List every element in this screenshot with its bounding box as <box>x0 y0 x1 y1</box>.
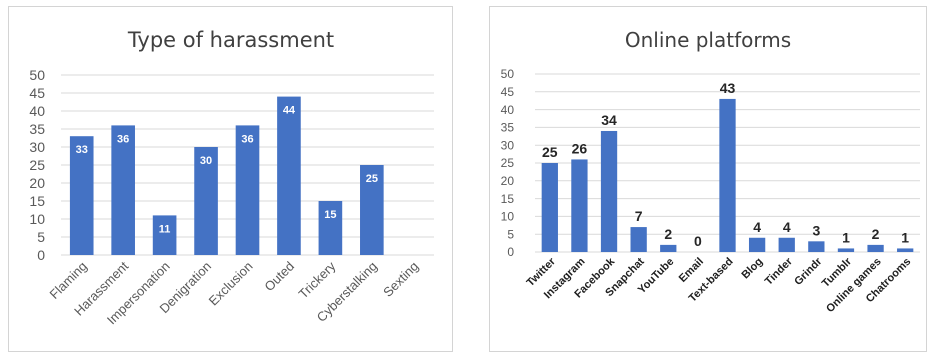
bar <box>69 136 94 255</box>
harassment-bar-chart: Type of harassment 33 36 11 30 36 44 15 25 0 5 10… <box>29 28 434 327</box>
x-category-label: Blog <box>739 256 765 282</box>
data-label: 7 <box>635 208 643 224</box>
data-label: 4 <box>783 219 791 235</box>
y-tick-label: 40 <box>29 103 45 119</box>
bar <box>808 241 825 252</box>
data-label: 36 <box>117 133 129 145</box>
y-tick-label: 45 <box>501 85 515 99</box>
data-label: 0 <box>694 233 702 249</box>
data-label: 2 <box>872 226 880 242</box>
y-tick-label: 15 <box>29 193 45 209</box>
data-label: 15 <box>324 209 336 221</box>
x-category-label: Tinder <box>763 255 796 288</box>
y-tick-label: 35 <box>29 121 45 137</box>
bar <box>194 147 218 255</box>
data-label: 4 <box>753 219 761 235</box>
y-tick-label: 5 <box>37 229 45 245</box>
y-tick-label: 5 <box>507 227 514 241</box>
bar <box>867 244 884 252</box>
y-tick-label: 45 <box>29 85 45 101</box>
y-tick-label: 30 <box>29 139 45 155</box>
y-tick-label: 20 <box>501 174 515 188</box>
data-label: 33 <box>76 144 88 156</box>
bar <box>660 244 677 252</box>
bar <box>318 201 343 255</box>
data-label: 2 <box>664 226 672 242</box>
x-category-label: Outed <box>261 259 297 295</box>
y-tick-label: 20 <box>29 175 45 191</box>
y-tick-label: 10 <box>29 211 45 227</box>
bar <box>360 165 384 255</box>
bar <box>897 248 914 252</box>
x-category-label: Sexting <box>380 259 421 300</box>
bar <box>277 96 301 255</box>
data-label: 30 <box>200 155 212 167</box>
y-tick-label: 0 <box>37 247 45 263</box>
platforms-chart-panel: Online platforms 25 26 34 7 2 0 43 4 4 3 1 2 1 0 5 10 1… <box>489 6 927 352</box>
bar <box>235 125 260 256</box>
y-tick-label: 50 <box>501 67 515 81</box>
y-tick-label: 15 <box>501 192 515 206</box>
y-tick-label: 10 <box>501 210 515 224</box>
chart-title: Type of harassment <box>127 28 334 52</box>
data-label: 3 <box>812 222 820 238</box>
bar <box>630 227 647 252</box>
bar <box>541 163 558 252</box>
data-label: 1 <box>842 229 850 245</box>
y-tick-label: 0 <box>507 245 514 259</box>
bar <box>837 248 855 252</box>
bar <box>571 159 588 252</box>
bar <box>600 130 618 252</box>
y-tick-label: 25 <box>29 157 45 173</box>
bar <box>748 237 766 252</box>
y-tick-label: 30 <box>501 138 515 152</box>
bar <box>778 237 795 252</box>
x-category-label: Exclusion <box>206 259 256 309</box>
data-label: 36 <box>241 133 253 145</box>
data-label: 34 <box>601 112 617 128</box>
data-label: 11 <box>159 223 171 235</box>
data-label: 25 <box>542 144 558 160</box>
y-tick-label: 40 <box>501 103 515 117</box>
data-label: 1 <box>901 229 909 245</box>
data-label: 43 <box>720 80 736 96</box>
y-tick-label: 35 <box>501 121 515 135</box>
y-tick-label: 25 <box>501 156 515 170</box>
data-label: 44 <box>283 105 296 117</box>
harassment-chart-panel: Type of harassment 33 36 11 30 36 44 15 25 0 5 10… <box>8 6 453 352</box>
y-tick-label: 50 <box>29 67 45 83</box>
data-label: 26 <box>572 140 588 156</box>
data-label: 25 <box>366 173 378 185</box>
bar <box>719 98 736 252</box>
bar <box>152 215 177 255</box>
chart-title: Online platforms <box>625 28 791 52</box>
bar <box>111 125 135 256</box>
